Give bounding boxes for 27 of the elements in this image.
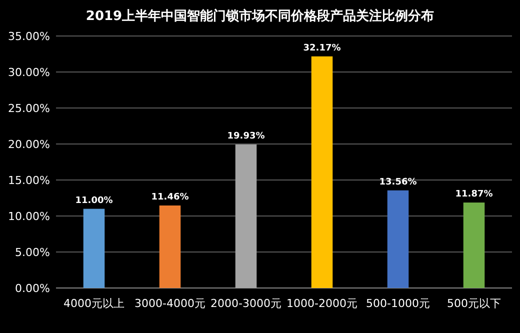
x-tick-label: 500-1000元 <box>366 297 430 310</box>
bar <box>159 205 181 288</box>
bar <box>463 202 485 288</box>
data-label: 11.87% <box>455 190 493 200</box>
bar <box>311 56 333 288</box>
y-tick-label: 30.00% <box>8 66 50 79</box>
x-tick-label: 1000-2000元 <box>286 297 358 310</box>
y-tick-label: 25.00% <box>8 102 50 115</box>
y-tick-label: 35.00% <box>8 30 50 43</box>
x-tick-label: 2000-3000元 <box>210 297 282 310</box>
y-tick-label: 10.00% <box>8 210 50 223</box>
chart-title: 2019上半年中国智能门锁市场不同价格段产品关注比例分布 <box>86 8 434 24</box>
y-tick-label: 5.00% <box>15 246 50 259</box>
x-tick-label: 500元以下 <box>447 297 501 310</box>
bar <box>83 208 105 288</box>
data-label: 11.46% <box>151 192 189 202</box>
x-tick-label: 3000-4000元 <box>134 297 206 310</box>
data-label: 19.93% <box>227 132 265 142</box>
y-tick-label: 0.00% <box>15 282 50 295</box>
x-tick-label: 4000元以上 <box>64 297 124 310</box>
data-label: 11.00% <box>75 196 113 206</box>
y-tick-label: 15.00% <box>8 174 50 187</box>
data-label: 13.56% <box>379 177 417 188</box>
bar <box>235 144 257 288</box>
y-tick-label: 20.00% <box>8 138 50 151</box>
bar <box>387 190 409 288</box>
data-label: 32.17% <box>303 43 341 54</box>
